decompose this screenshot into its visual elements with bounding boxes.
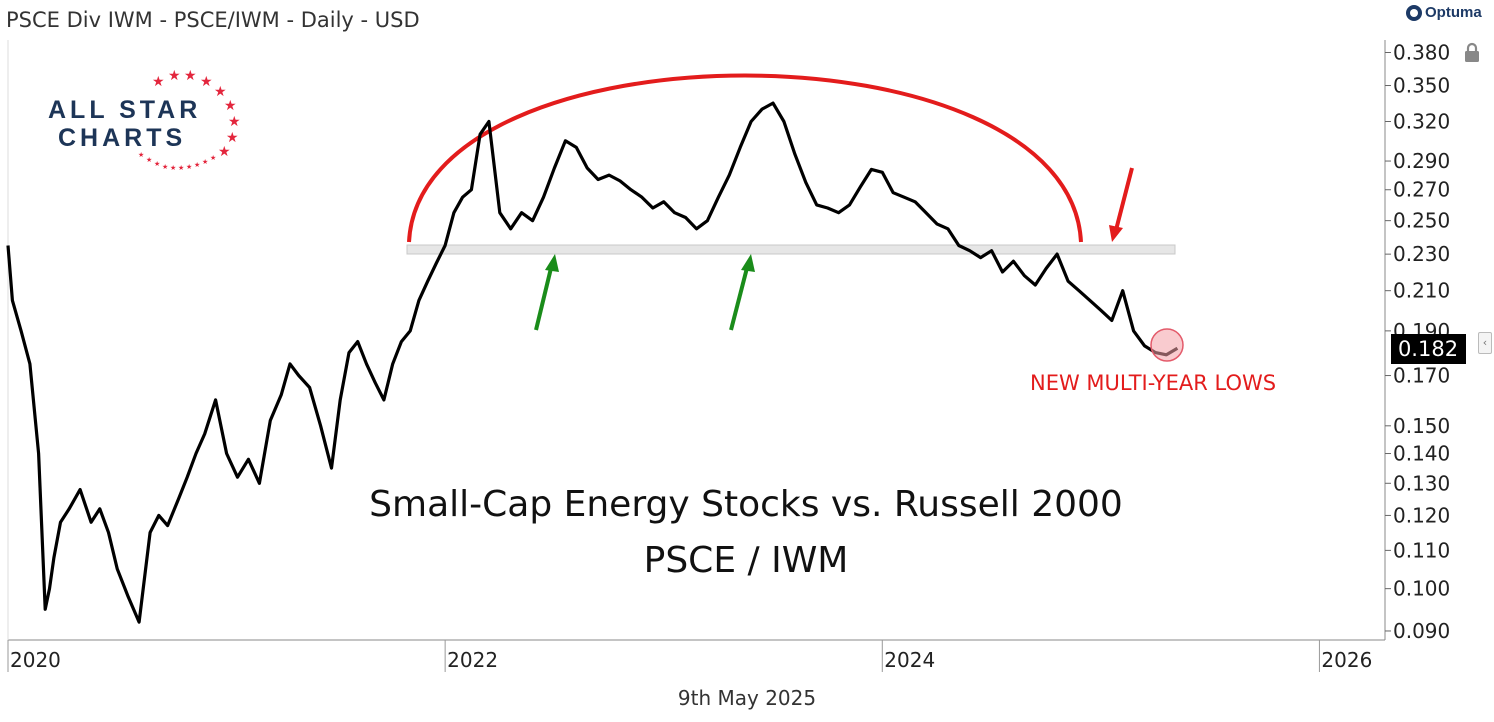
svg-text:★: ★ [226,130,239,146]
y-axis-ticks: 0.380 0.350 0.320 0.290 0.270 0.250 0.230 0.210… [1385,40,1450,643]
red-arrow [1109,167,1134,242]
new-low-highlight [1150,328,1184,362]
y-tick-label: 0.150 [1393,414,1450,438]
svg-text:★: ★ [214,84,227,100]
chart-date: 9th May 2025 [677,686,817,710]
y-tick-label: 0.090 [1393,619,1450,643]
y-tick-label: 0.290 [1393,149,1450,173]
svg-text:★: ★ [146,156,152,164]
y-tick-label: 0.380 [1393,40,1450,64]
svg-text:★: ★ [184,68,197,84]
svg-text:★: ★ [178,164,184,172]
svg-text:★: ★ [152,74,165,90]
y-tick-label: 0.130 [1393,471,1450,495]
y-tick-label: 0.110 [1393,538,1450,562]
last-value-label: 0.182 [1398,337,1458,361]
x-tick-label: 2026 [1321,648,1372,672]
logo-text-line2: CHARTS [58,124,187,152]
svg-text:★: ★ [210,154,216,162]
last-value-marker: 0.182 [1391,334,1466,364]
y-tick-label: 0.350 [1393,74,1450,98]
optuma-logo-icon [1406,4,1422,21]
callout-new-lows: NEW MULTI-YEAR LOWS [1030,371,1276,395]
y-tick-label: 0.140 [1393,442,1450,466]
svg-text:★: ★ [162,163,168,171]
chart-header-title: PSCE Div IWM - PSCE/IWM - Daily - USD [6,8,420,32]
x-tick-label: 2024 [884,648,935,672]
optuma-brand-label: Optuma [1425,4,1482,21]
green-arrow-2 [729,254,755,331]
optuma-brand: Optuma [1406,4,1482,21]
svg-text:★: ★ [186,163,192,171]
svg-text:★: ★ [138,151,144,159]
green-arrow-1 [534,254,559,331]
y-tick-label: 0.120 [1393,503,1450,527]
svg-text:★: ★ [168,68,181,84]
axis-collapse-handle[interactable]: ‹ [1478,332,1492,354]
y-tick-label: 0.170 [1393,364,1450,388]
svg-text:★: ★ [218,144,231,160]
svg-text:★: ★ [200,74,213,90]
lock-icon[interactable] [1462,42,1482,64]
logo-text-line1: ALL STAR [48,96,202,124]
chart-subtitle: PSCE / IWM [644,540,849,581]
y-tick-label: 0.320 [1393,110,1450,134]
series-line-psce-iwm [6,101,1179,624]
svg-text:★: ★ [170,164,176,172]
rounding-top-arc [407,73,1083,243]
svg-text:★: ★ [202,158,208,166]
y-tick-label: 0.250 [1393,209,1450,233]
all-star-charts-logo: ★ ★ ★ ★ ★ ★ ★ ★ ★ ★ ★ ★ ★ ★ ★ ★ ★ ★ ★ ALL STAR CHART… [40,66,250,178]
y-tick-label: 0.210 [1393,279,1450,303]
svg-text:★: ★ [154,160,160,168]
y-tick-label: 0.270 [1393,178,1450,202]
svg-text:★: ★ [228,114,241,130]
y-tick-label: 0.100 [1393,577,1450,601]
x-tick-label: 2020 [10,648,61,672]
support-band [406,244,1176,255]
svg-text:★: ★ [194,161,200,169]
y-tick-label: 0.230 [1393,242,1450,266]
svg-text:★: ★ [224,98,237,114]
x-axis-ticks: 2020 2022 2024 2026 [7,640,1372,672]
chart-title: Small-Cap Energy Stocks vs. Russell 2000 [369,484,1123,525]
x-tick-label: 2022 [447,648,498,672]
logo-stars: ★ ★ ★ ★★★ ★★★ ★★ ★ ★ ★ ★ ★ ★ ★ ★ [138,68,241,172]
